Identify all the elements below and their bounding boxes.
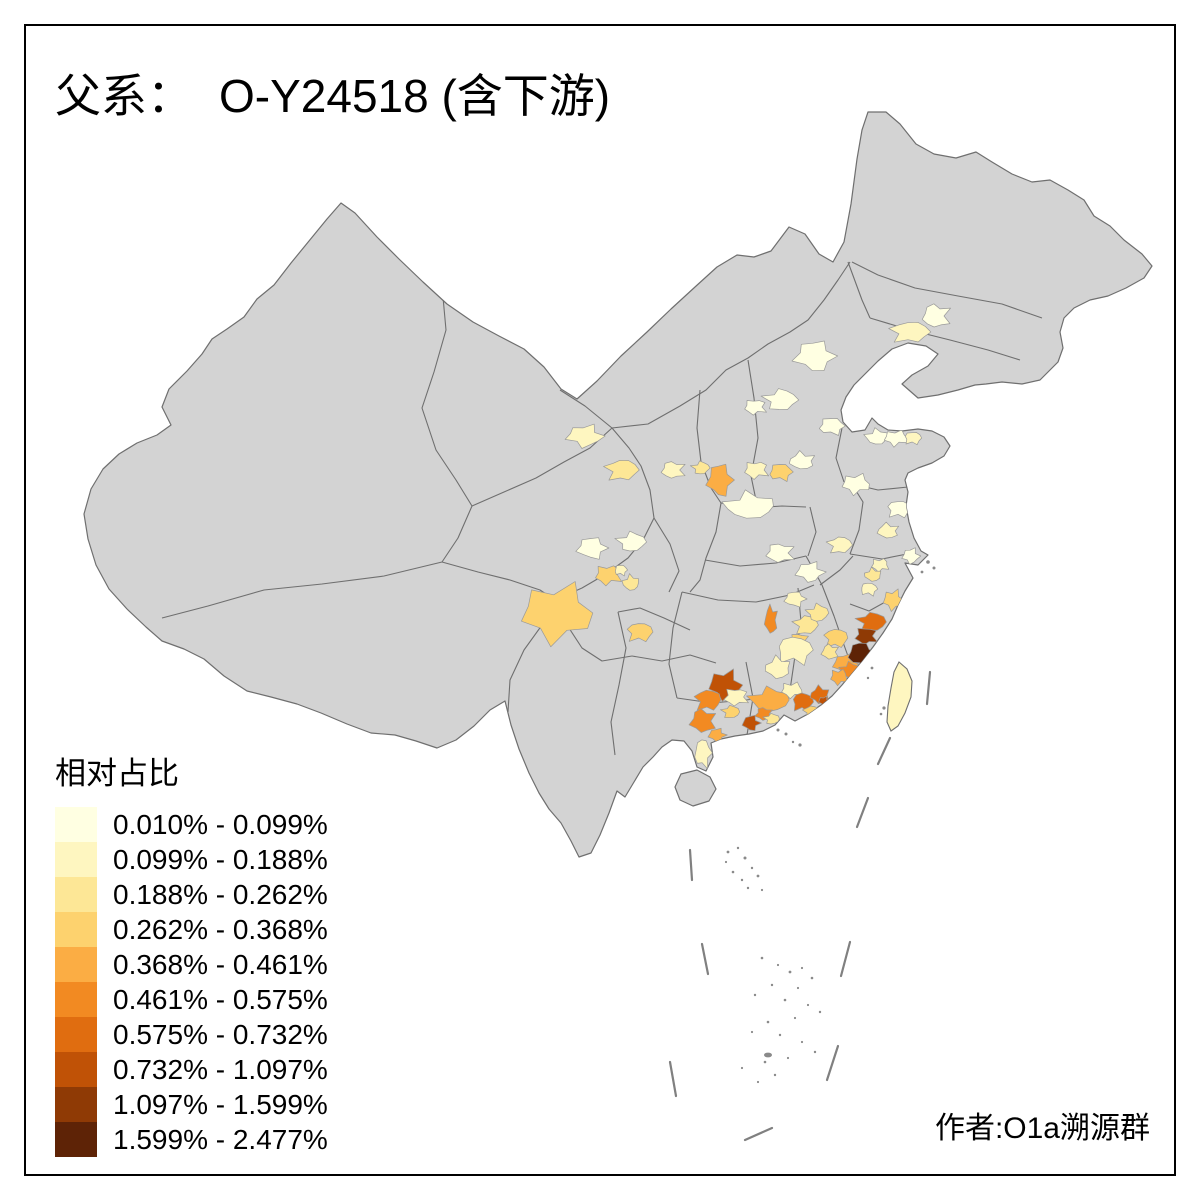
- map-region: [746, 685, 790, 713]
- map-region: [621, 573, 639, 591]
- legend-rows: 0.010% - 0.099% 0.099% - 0.188% 0.188% - 0…: [55, 807, 328, 1157]
- hainan-island: [674, 769, 717, 807]
- map-region: [854, 628, 878, 646]
- map-region: [887, 501, 912, 519]
- legend-label: 0.575% - 0.732%: [113, 1018, 328, 1050]
- map-region: [783, 591, 808, 608]
- map-region: [864, 566, 882, 582]
- map-region: [694, 739, 713, 770]
- map-region: [854, 611, 887, 631]
- legend-swatch: [55, 1052, 97, 1087]
- legend: 相对占比 0.010% - 0.099% 0.099% - 0.188% 0.188…: [55, 748, 328, 1157]
- map-region: [882, 588, 904, 612]
- map-region: [603, 459, 640, 481]
- legend-label: 0.010% - 0.099%: [113, 808, 328, 840]
- map-region: [863, 427, 889, 445]
- map-region: [769, 464, 794, 482]
- attribution: 作者:O1a溯源群: [934, 1112, 1150, 1145]
- legend-row: 0.262% - 0.368%: [55, 912, 328, 947]
- mainland-outline: [83, 111, 1153, 858]
- legend-swatch: [55, 877, 97, 912]
- legend-label: 1.097% - 1.599%: [113, 1088, 328, 1120]
- map-region: [744, 461, 770, 480]
- map-region: [791, 340, 839, 371]
- map-region: [720, 704, 741, 719]
- map-region: [876, 521, 900, 539]
- legend-row: 0.188% - 0.262%: [55, 877, 328, 912]
- title-haplogroup: O-Y24518 (含下游): [219, 70, 611, 122]
- map-region: [820, 643, 839, 660]
- map-region: [794, 561, 827, 583]
- map-region: [781, 681, 803, 700]
- title-prefix: 父系：: [55, 71, 193, 122]
- map-region: [689, 460, 711, 475]
- legend-swatch: [55, 982, 97, 1017]
- legend-label: 0.099% - 0.188%: [113, 843, 328, 875]
- map-region: [705, 463, 735, 497]
- legend-label: 1.599% - 2.477%: [113, 1123, 328, 1155]
- map-region: [888, 321, 932, 343]
- map-region: [660, 461, 686, 479]
- taiwan-island: [886, 661, 913, 732]
- map-region: [741, 714, 762, 731]
- map-region: [830, 668, 848, 687]
- legend-title: 相对占比: [55, 756, 179, 791]
- map-region: [861, 582, 879, 597]
- map-region: [765, 543, 795, 563]
- map-region: [904, 432, 923, 446]
- map-region: [760, 388, 800, 410]
- legend-swatch: [55, 947, 97, 982]
- legend-swatch: [55, 1122, 97, 1157]
- legend-row: 0.010% - 0.099%: [55, 807, 328, 842]
- map-region: [825, 536, 853, 554]
- legend-label: 0.732% - 1.097%: [113, 1053, 328, 1085]
- island-specks: [724, 560, 936, 1084]
- legend-row: 0.461% - 0.575%: [55, 982, 328, 1017]
- page-title: 父系： O-Y24518 (含下游): [55, 60, 610, 126]
- map-region: [744, 400, 767, 416]
- map-region: [804, 602, 830, 622]
- legend-swatch: [55, 1017, 97, 1052]
- map-region: [818, 418, 846, 436]
- legend-swatch: [55, 842, 97, 877]
- map-region: [614, 564, 628, 577]
- map-region: [564, 423, 606, 449]
- legend-swatch: [55, 1087, 97, 1122]
- map-region: [788, 450, 816, 470]
- nine-dash-line: [668, 670, 932, 1142]
- legend-label: 0.368% - 0.461%: [113, 948, 328, 980]
- legend-row: 1.097% - 1.599%: [55, 1087, 328, 1122]
- legend-row: 0.368% - 0.461%: [55, 947, 328, 982]
- map-region: [823, 629, 849, 648]
- map-region: [614, 530, 647, 552]
- legend-row: 0.575% - 0.732%: [55, 1017, 328, 1052]
- legend-label: 0.188% - 0.262%: [113, 878, 328, 910]
- map-region: [723, 688, 749, 707]
- map-region: [762, 712, 780, 725]
- map-region: [764, 654, 791, 680]
- map-region: [575, 537, 610, 560]
- map-region: [693, 689, 722, 711]
- map-region: [778, 636, 814, 666]
- map-region: [921, 303, 951, 328]
- legend-row: 1.599% - 2.477%: [55, 1122, 328, 1157]
- legend-row: 0.732% - 1.097%: [55, 1052, 328, 1087]
- legend-label: 0.262% - 0.368%: [113, 913, 328, 945]
- map-region: [521, 581, 594, 648]
- map-region: [763, 603, 778, 634]
- map-region: [721, 489, 774, 519]
- map-region: [901, 547, 922, 565]
- map-region: [688, 708, 717, 733]
- legend-swatch: [55, 807, 97, 842]
- map-region: [841, 472, 870, 497]
- legend-swatch: [55, 912, 97, 947]
- map-region: [626, 623, 654, 643]
- legend-label: 0.461% - 0.575%: [113, 983, 328, 1015]
- map-region: [871, 558, 890, 573]
- region-blobs: [521, 303, 951, 770]
- legend-row: 0.099% - 0.188%: [55, 842, 328, 877]
